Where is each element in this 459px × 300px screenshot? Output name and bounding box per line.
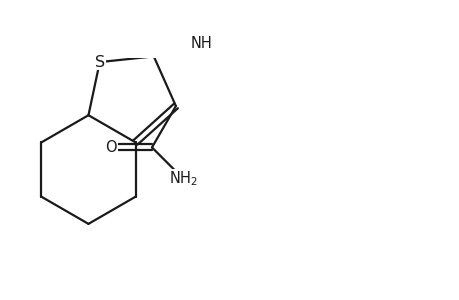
Text: O: O [105,140,117,155]
Text: NH: NH [190,36,212,51]
Text: NH$_2$: NH$_2$ [168,169,197,188]
Text: S: S [95,55,105,70]
